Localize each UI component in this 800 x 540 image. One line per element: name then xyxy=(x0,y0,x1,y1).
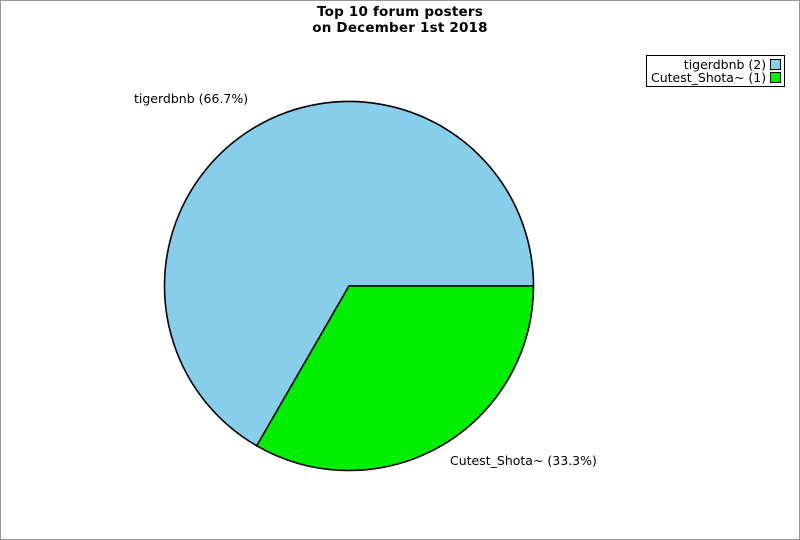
legend-swatch-tigerdbnb xyxy=(770,59,782,70)
pie-slice-label-cutest-shota: Cutest_Shota~ (33.3%) xyxy=(450,453,597,468)
pie-slice-cutest-shota[interactable] xyxy=(255,285,535,472)
chart-title: Top 10 forum posters on December 1st 201… xyxy=(1,4,799,36)
pie-slice-tigerdbnb[interactable] xyxy=(163,100,535,447)
chart-title-line-1: Top 10 forum posters xyxy=(317,4,483,20)
chart-title-line-2: on December 1st 2018 xyxy=(312,20,488,36)
legend-item-cutest-shota[interactable]: Cutest_Shota~ (1) xyxy=(651,70,782,85)
legend-item-tigerdbnb[interactable]: tigerdbnb (2) xyxy=(651,57,782,72)
chart-legend: tigerdbnb (2) Cutest_Shota~ (1) xyxy=(646,55,786,87)
legend-swatch-cutest-shota xyxy=(770,72,782,83)
pie-slice-label-tigerdbnb: tigerdbnb (66.7%) xyxy=(134,91,249,106)
legend-label-cutest-shota: Cutest_Shota~ (1) xyxy=(651,70,767,85)
legend-label-tigerdbnb: tigerdbnb (2) xyxy=(683,57,767,72)
